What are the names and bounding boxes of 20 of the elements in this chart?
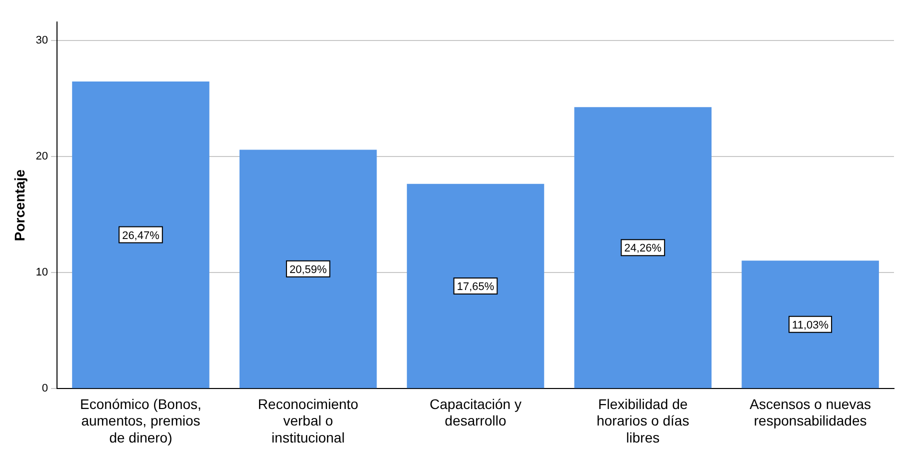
data-label: 17,65% <box>456 281 494 293</box>
y-tick-label: 0 <box>42 382 48 395</box>
y-axis-title: Porcentaje <box>11 169 28 242</box>
y-tick-label: 10 <box>36 266 48 279</box>
bar <box>72 82 210 388</box>
data-label: 26,47% <box>122 230 160 242</box>
y-tick-label: 20 <box>36 150 48 163</box>
x-tick-label: Ascensos o nuevas responsabilidades <box>750 396 872 429</box>
data-label: 24,26% <box>624 242 662 255</box>
data-label: 20,59% <box>289 264 327 276</box>
data-label: 11,03% <box>792 319 829 332</box>
x-tick-label: Económico (Bonos, aumentos, premios de dinero) <box>80 396 202 446</box>
bar <box>574 107 712 388</box>
y-tick-label: 30 <box>36 34 48 47</box>
x-tick-label: Capacitación y desarrollo <box>430 396 522 429</box>
bar <box>406 184 544 388</box>
bar <box>742 260 879 388</box>
x-tick-label: Flexibilidad de horarios o días libres <box>596 396 690 446</box>
x-tick-label: Reconocimiento verbal o institucional <box>258 396 359 446</box>
bar <box>239 150 377 388</box>
